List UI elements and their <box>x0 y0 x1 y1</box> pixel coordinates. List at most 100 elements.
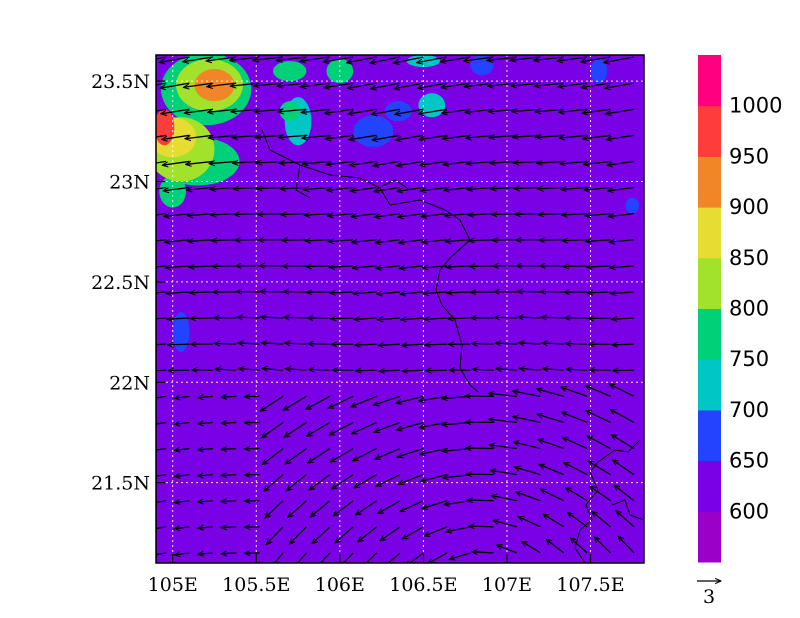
wind-vector <box>378 344 401 345</box>
wind-vector <box>397 186 424 192</box>
wind-vector <box>565 487 588 502</box>
wind-vector <box>333 500 354 516</box>
wind-vector <box>327 188 354 191</box>
colorbar-swatch <box>698 156 721 208</box>
colorbar: 600 650 700 750 800 850 900 950 1000 <box>698 55 782 563</box>
wind-vector <box>494 317 518 318</box>
wind-vector <box>446 266 471 267</box>
wind-vector <box>284 421 307 437</box>
wind-vector <box>512 391 541 397</box>
country-borders <box>261 129 644 563</box>
wind-vector <box>374 212 401 218</box>
wind-vector <box>238 343 260 344</box>
wind-vector <box>198 449 213 450</box>
wind-vector <box>260 395 284 411</box>
wind-vector <box>371 108 401 114</box>
colorbar-label: 900 <box>729 195 769 219</box>
wind-vector <box>489 445 518 450</box>
wind-vector <box>261 421 284 437</box>
wind-vector <box>519 368 541 370</box>
wind-vector <box>445 240 471 242</box>
wind-vector <box>469 266 494 267</box>
wind-vector <box>221 501 237 502</box>
colorbar-swatch <box>698 409 721 462</box>
colorbar-label: 1000 <box>729 94 782 118</box>
contour-region <box>272 61 307 82</box>
wind-vector <box>514 188 541 189</box>
wind-vector <box>588 461 611 476</box>
wind-vector <box>221 449 237 450</box>
wind-vector <box>221 475 237 476</box>
wind-vector <box>233 188 260 189</box>
wind-vector <box>335 526 354 543</box>
wind-vector <box>513 417 541 424</box>
wind-vector <box>156 56 167 60</box>
border-line <box>295 164 311 199</box>
wind-vector <box>156 343 167 346</box>
wind-vector <box>263 474 284 492</box>
wind-vector <box>515 214 541 215</box>
wind-vector <box>467 500 494 501</box>
wind-vector <box>467 188 494 190</box>
wind-vector <box>562 436 588 450</box>
wind-vector <box>380 526 401 541</box>
wind-vector <box>611 318 635 319</box>
wind-vector <box>562 240 588 241</box>
wind-vector <box>564 462 588 476</box>
wind-vector <box>284 343 307 344</box>
wind-vector <box>285 369 307 371</box>
wind-vector <box>561 214 588 215</box>
wind-vector <box>516 492 541 502</box>
wind-vector <box>324 82 354 88</box>
wind-vector <box>612 460 635 476</box>
wind-vector <box>309 369 330 370</box>
wind-vector <box>375 447 401 460</box>
wind-vector <box>167 344 190 345</box>
wind-vector <box>610 266 635 268</box>
wind-vector <box>352 447 377 461</box>
wind-vector <box>257 188 284 189</box>
wind-vector <box>238 369 260 371</box>
border-line <box>261 129 479 393</box>
wind-vector <box>546 539 565 554</box>
wind-vector <box>296 552 307 563</box>
wind-vector <box>309 474 331 490</box>
wind-vector <box>538 439 564 450</box>
wind-vector <box>351 421 377 435</box>
wind-vector <box>281 240 307 241</box>
wind-vector <box>581 82 611 87</box>
wind-vector <box>331 474 354 490</box>
wind-vector <box>156 317 167 320</box>
wind-vector <box>306 266 330 267</box>
wind-vector <box>221 422 237 423</box>
wind-vector <box>189 292 213 293</box>
reference-vector-label: 3 <box>703 586 715 608</box>
wind-vector <box>174 501 190 503</box>
wind-vector <box>358 526 378 542</box>
wind-vector <box>614 485 635 502</box>
x-tick-label: 107.5E <box>556 574 624 596</box>
wind-vector <box>444 500 471 505</box>
wind-vector <box>210 188 237 190</box>
wind-vector <box>383 552 401 563</box>
wind-vector <box>447 292 471 293</box>
wind-vector <box>174 527 190 529</box>
wind-vector <box>400 292 424 294</box>
wind-vector <box>198 396 213 397</box>
wind-vector <box>354 474 377 488</box>
wind-vector <box>495 343 518 344</box>
wind-vector <box>518 343 541 344</box>
wind-vector <box>354 318 377 319</box>
wind-vector <box>423 266 447 268</box>
wind-vector <box>402 526 424 539</box>
wind-vector <box>468 214 494 216</box>
contour-region <box>353 115 394 148</box>
wind-vector <box>609 383 635 397</box>
wind-vector <box>221 396 237 397</box>
colorbar-label: 650 <box>729 449 769 473</box>
wind-vector <box>328 214 354 216</box>
wind-vector <box>587 292 611 293</box>
wind-vector <box>211 240 237 241</box>
wind-vector <box>586 266 611 267</box>
wind-vector <box>286 474 307 491</box>
